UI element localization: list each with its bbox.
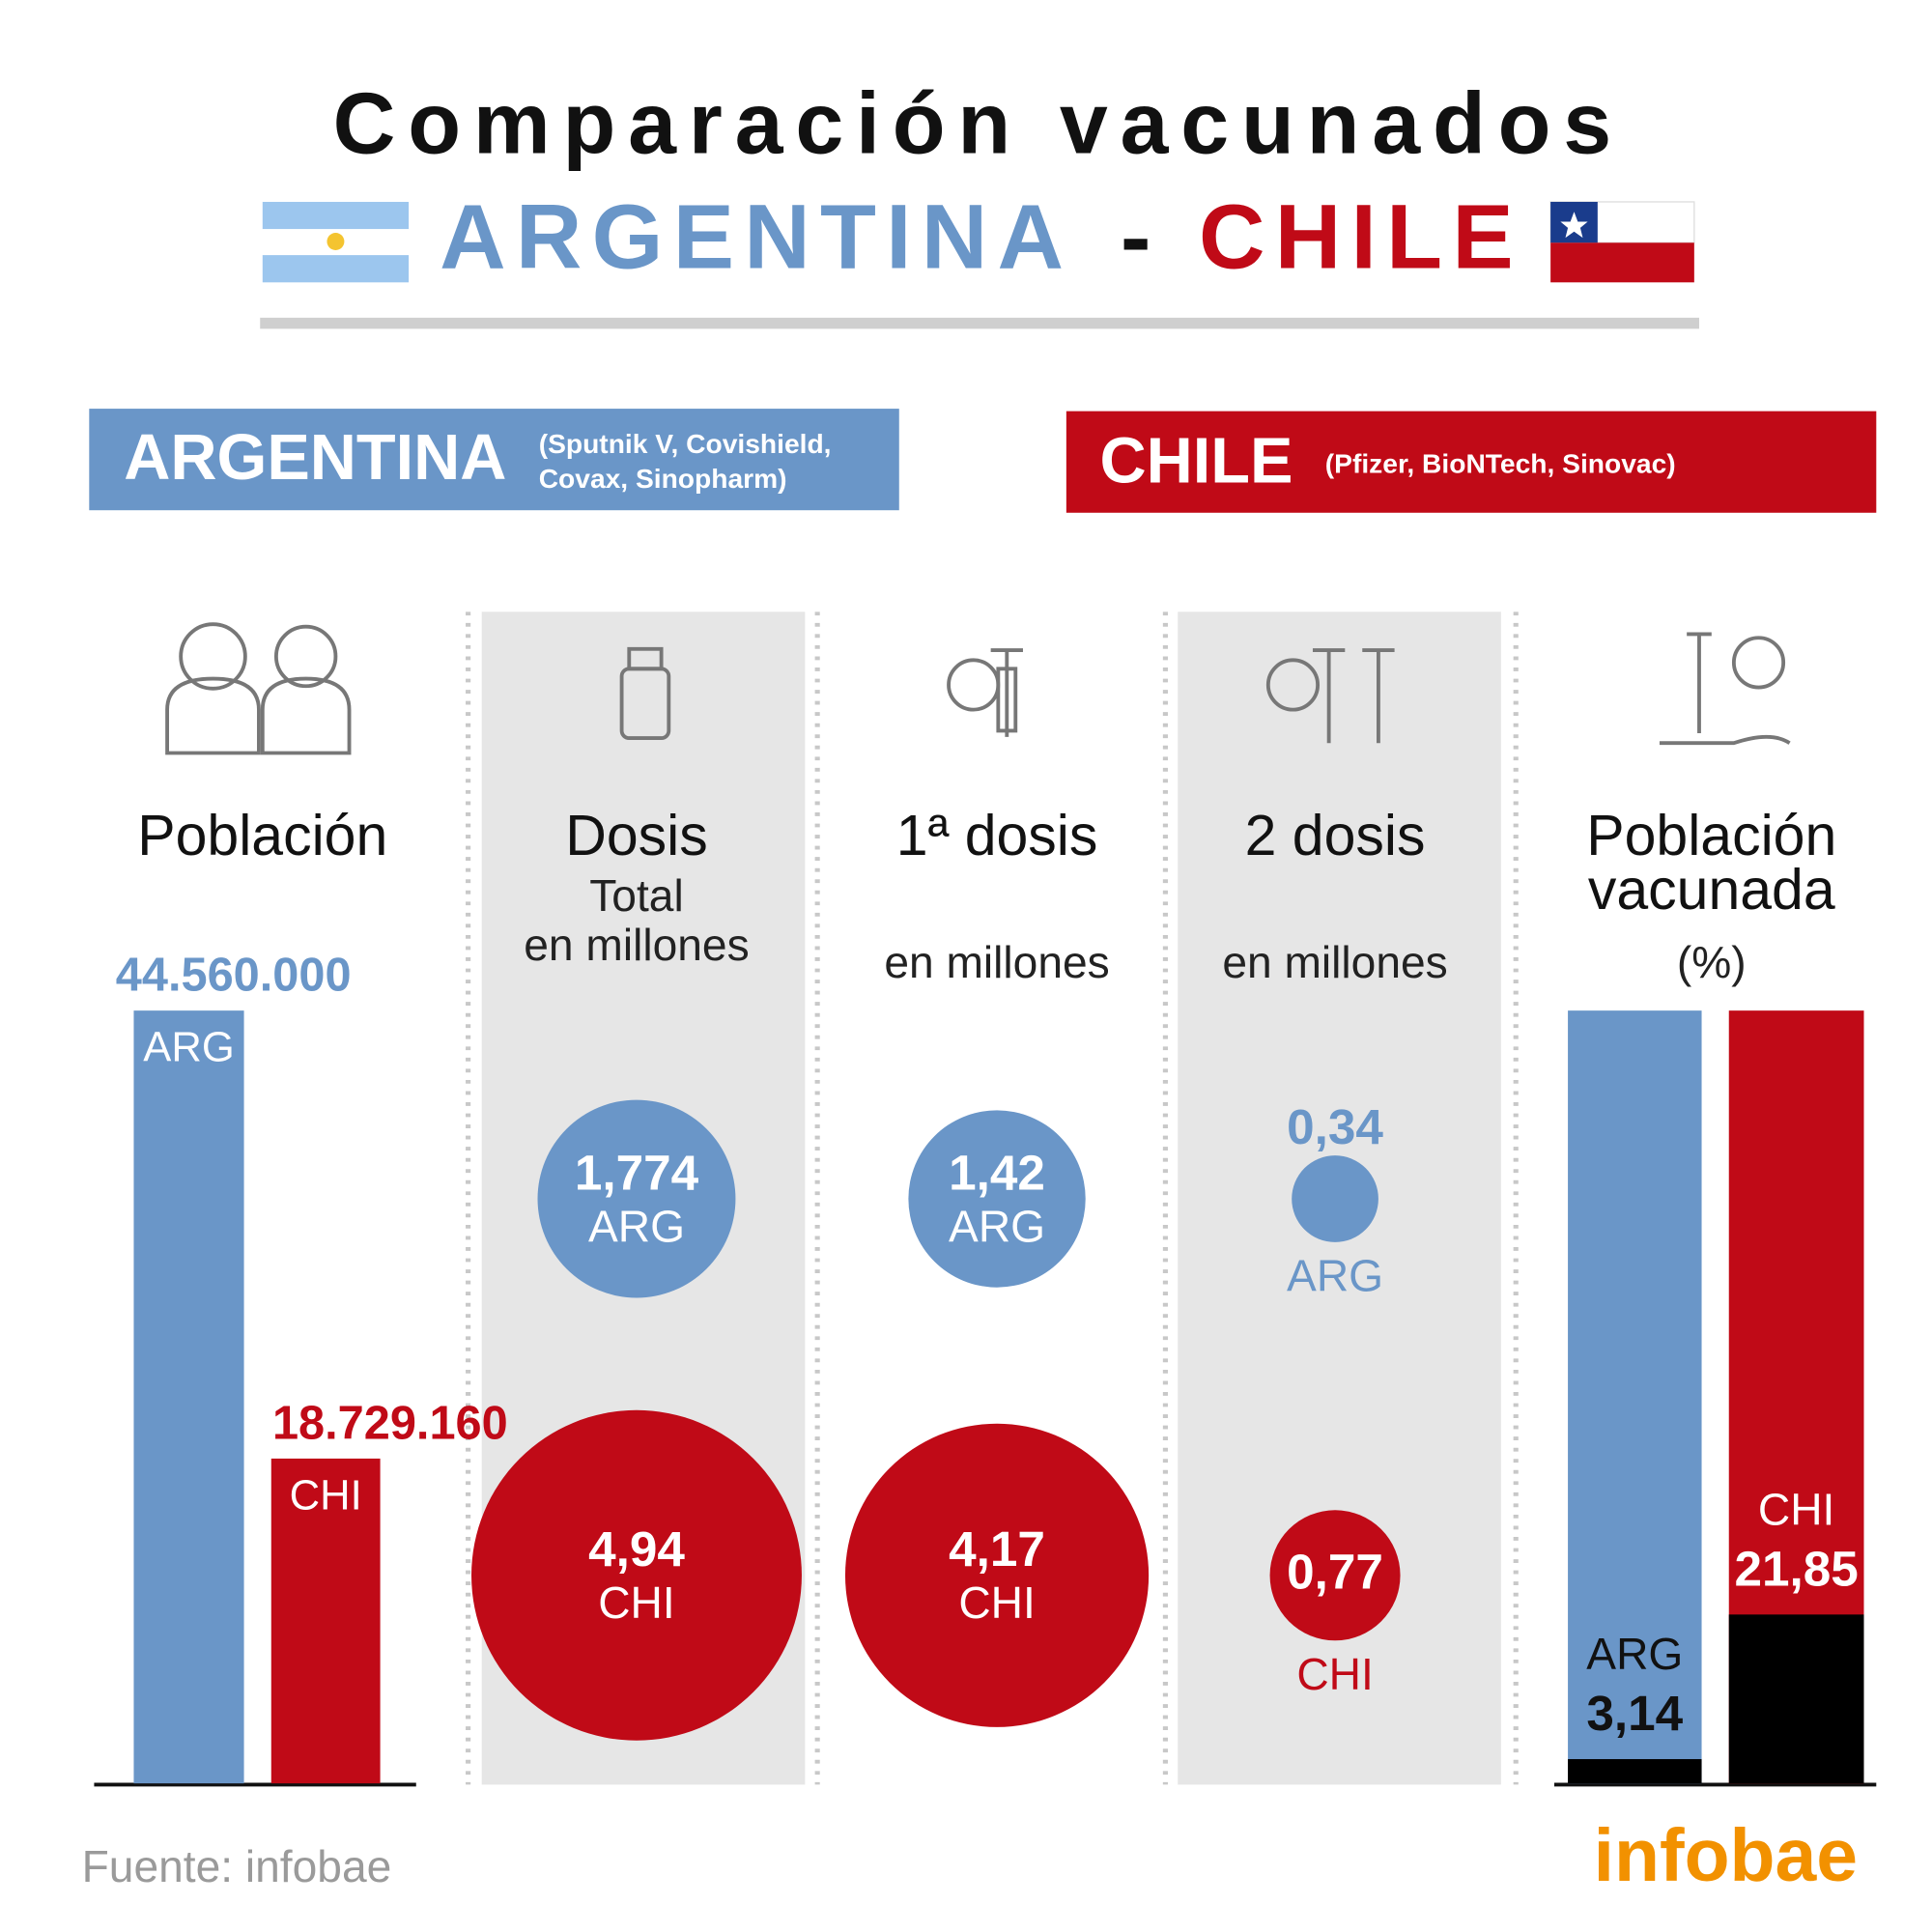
value-label: 18.729.160 bbox=[272, 1397, 508, 1449]
chart-title: Población bbox=[137, 805, 387, 867]
category-label: ARG bbox=[1586, 1629, 1683, 1679]
value-label: 0,34 bbox=[1287, 1099, 1383, 1154]
panel-argentina bbox=[89, 409, 899, 511]
category-label: ARG bbox=[588, 1201, 685, 1251]
chart-subtitle: en millones bbox=[884, 937, 1109, 987]
category-label: CHI bbox=[1296, 1649, 1373, 1699]
category-label: CHI bbox=[290, 1472, 362, 1519]
flag-argentina bbox=[262, 201, 410, 283]
category-label: CHI bbox=[958, 1577, 1035, 1628]
value-label: 4,94 bbox=[588, 1521, 685, 1577]
title: Comparación vacunados bbox=[333, 75, 1624, 172]
bar bbox=[133, 1010, 244, 1784]
bubble bbox=[537, 1099, 736, 1298]
panel-chile bbox=[1065, 411, 1877, 513]
chart-title: Dosis bbox=[565, 805, 707, 867]
category-label: CHI bbox=[1758, 1484, 1834, 1534]
value-label: 4,17 bbox=[949, 1521, 1045, 1577]
value-label: 21,85 bbox=[1734, 1541, 1858, 1596]
value-label: 1,42 bbox=[949, 1145, 1045, 1200]
bar bbox=[270, 1458, 381, 1784]
country-b: CHILE bbox=[1199, 186, 1523, 289]
category-label: ARG bbox=[1287, 1251, 1383, 1301]
country-a: ARGENTINA bbox=[440, 186, 1073, 289]
category-label: ARG bbox=[143, 1025, 234, 1071]
chart-subtitle: en millones bbox=[524, 920, 749, 970]
chart-title: Población bbox=[1586, 805, 1836, 867]
bar bbox=[1728, 1614, 1864, 1784]
chart-subtitle: en millones bbox=[1222, 937, 1447, 987]
panel-note: (Pfizer, BioNTech, Sinovac) bbox=[1325, 448, 1676, 479]
source: Fuente: infobae bbox=[82, 1841, 392, 1891]
bubble bbox=[1269, 1510, 1401, 1641]
bar bbox=[1568, 1759, 1702, 1784]
chart-title: 1ª dosis bbox=[896, 805, 1098, 867]
separator: - bbox=[1121, 186, 1151, 289]
logo: infobae bbox=[1594, 1814, 1858, 1897]
panel-title: CHILE bbox=[1099, 426, 1293, 497]
flag-chile bbox=[1549, 201, 1695, 283]
value-label: 0,77 bbox=[1287, 1544, 1383, 1599]
bubble bbox=[1292, 1155, 1378, 1242]
chart-subtitle: Total bbox=[589, 870, 683, 921]
value-label: 44.560.000 bbox=[116, 950, 352, 1002]
bubble bbox=[844, 1423, 1150, 1727]
category-label: CHI bbox=[598, 1577, 674, 1628]
panel-title: ARGENTINA bbox=[124, 422, 506, 494]
bubble bbox=[471, 1409, 802, 1741]
chart-title: vacunada bbox=[1588, 859, 1835, 922]
icons bbox=[165, 622, 1791, 755]
category-label: ARG bbox=[949, 1201, 1045, 1251]
panel-note: Covax, Sinopharm) bbox=[539, 463, 787, 494]
bubble bbox=[908, 1110, 1086, 1288]
chart-title: 2 dosis bbox=[1245, 805, 1426, 867]
value-label: 3,14 bbox=[1586, 1686, 1683, 1741]
bar-background bbox=[1568, 1010, 1702, 1784]
chart-subtitle: (%) bbox=[1677, 937, 1747, 987]
value-label: 1,774 bbox=[575, 1145, 699, 1200]
panel-note: (Sputnik V, Covishield, bbox=[539, 428, 832, 459]
